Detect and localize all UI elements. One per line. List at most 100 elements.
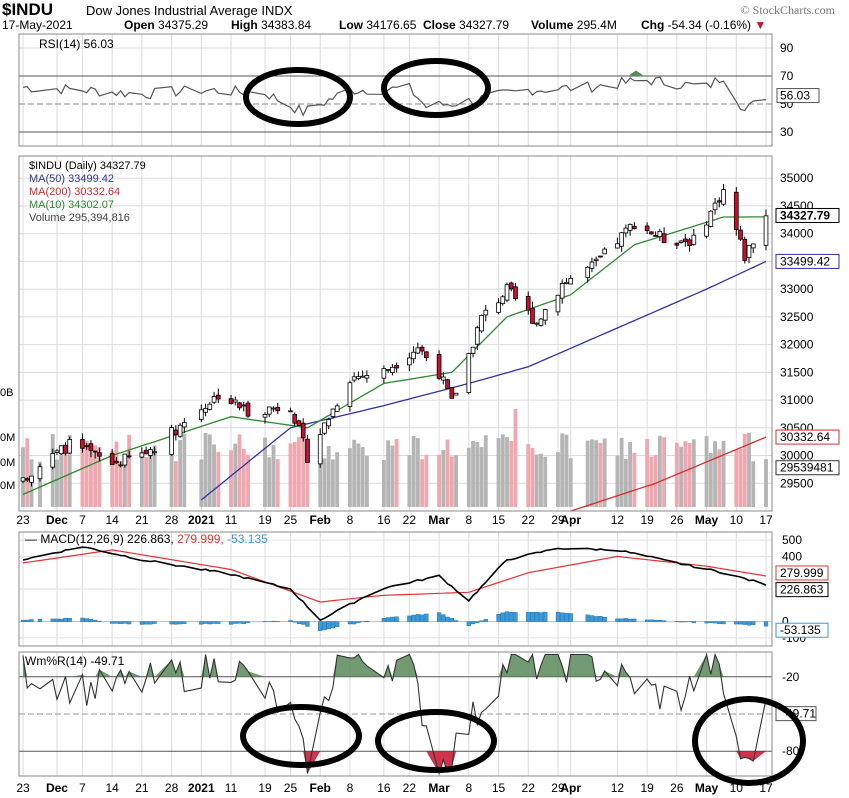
volume-bar — [93, 445, 98, 507]
macd-hist-bar — [615, 618, 620, 622]
macd-hist-bar — [114, 621, 119, 624]
volume-bar — [483, 435, 488, 507]
macd-hist-bar — [152, 621, 157, 624]
x-tick-label-bottom: Apr — [560, 781, 581, 795]
volume-bar — [203, 433, 208, 507]
candle-down — [598, 255, 603, 258]
macd-hist-bar — [466, 621, 471, 627]
macd-hist-bar — [543, 611, 548, 622]
price-y-tick-label: 29500 — [780, 476, 814, 490]
candle-up — [415, 347, 421, 354]
volume-bar — [25, 438, 30, 507]
macd-hist-bar — [216, 621, 221, 624]
volume-bar — [114, 441, 119, 507]
candle-up — [619, 232, 624, 247]
price-y-tick-label: 31500 — [780, 365, 814, 379]
volume-bar — [59, 452, 64, 507]
rsi-legend: RSI(14) 56.03 — [39, 37, 114, 51]
candle-up — [627, 223, 633, 231]
macd-hist-bar — [657, 620, 662, 622]
candle-up — [657, 230, 663, 238]
volume-bar — [356, 443, 361, 507]
candle-down — [292, 414, 298, 424]
macd-hist-bar — [509, 612, 514, 622]
macd-hist-bar — [93, 619, 98, 622]
candle-up — [317, 434, 323, 465]
price-label-box — [775, 429, 840, 445]
annotation-circle — [692, 696, 806, 786]
candle-up — [559, 283, 565, 299]
volume-bar — [564, 434, 569, 507]
x-tick-label-bottom: Mar — [428, 781, 450, 795]
x-tick-label-bottom: 15 — [492, 781, 506, 795]
macd-hist-bar — [555, 611, 561, 622]
rsi-value-label: 56.03 — [780, 89, 810, 103]
stockcharts-logo[interactable]: © StockCharts.com — [740, 3, 835, 17]
macd-hist-bar — [237, 621, 242, 624]
volume-bar — [734, 449, 739, 507]
macd-hist-bar — [305, 621, 310, 627]
x-tick-label-bottom: 11 — [225, 781, 238, 795]
macd-hist-bar — [441, 614, 446, 622]
volume-bar — [691, 439, 696, 507]
candle-up — [211, 396, 217, 403]
candle-down — [419, 346, 425, 352]
x-tick-label-mid: 23 — [16, 513, 30, 527]
volume-bar — [246, 454, 250, 507]
volume-bar — [267, 457, 272, 507]
macd-hist-bar — [564, 613, 569, 622]
x-tick-label-bottom: 25 — [284, 781, 298, 795]
candle-down — [653, 235, 658, 237]
candle-down — [394, 365, 399, 369]
macd-hist-bar — [245, 621, 251, 623]
macd-hist-bar — [144, 621, 149, 625]
x-tick-label-bottom: May — [695, 781, 719, 795]
volume-bar — [139, 451, 144, 507]
macd-hist-bar — [436, 612, 442, 622]
candle-up — [67, 439, 73, 454]
macd-hist-bar — [59, 618, 64, 622]
volume-bar — [381, 459, 386, 507]
macd-hist-bar — [25, 619, 30, 622]
panel-frames — [18, 33, 773, 777]
candle-up — [326, 418, 332, 427]
candle-up — [169, 427, 174, 455]
hand-drawn-circles — [240, 58, 806, 786]
macd-hist-bar — [415, 614, 420, 622]
macd-hist-bar — [623, 618, 629, 622]
volume-bar — [122, 456, 127, 507]
price-y-tick-label: 31000 — [780, 393, 814, 407]
volume-bar — [411, 435, 416, 507]
volume-bar — [717, 449, 722, 507]
volume-bar — [632, 452, 637, 507]
volume-bar — [441, 450, 446, 507]
candle-up — [322, 422, 327, 434]
volume-bar — [747, 432, 751, 507]
macd-hist-bar — [483, 619, 488, 622]
candle-down — [525, 296, 531, 311]
volume-axis-label: 0B — [0, 387, 13, 399]
candle-up — [152, 451, 157, 454]
volume-bar — [207, 434, 212, 507]
volume-bar — [322, 458, 327, 507]
candle-up — [470, 346, 476, 354]
macd-hist-bar — [318, 621, 323, 631]
volume-bar — [513, 409, 518, 507]
macd-hist-bar — [330, 621, 336, 629]
volume-bar — [437, 454, 441, 507]
volume-bar — [590, 439, 594, 507]
candle-down — [424, 351, 429, 359]
macd-hist-bar — [500, 612, 505, 622]
candle-down — [513, 286, 518, 300]
volume-bar — [394, 439, 399, 507]
candle-up — [139, 452, 145, 458]
x-tick-label-bottom: 8 — [465, 781, 472, 795]
macd-value-box — [775, 622, 829, 638]
macd-hist-bar — [199, 621, 204, 625]
macd-hist-bar — [717, 621, 722, 624]
rsi-value-box — [776, 88, 820, 104]
macd-hist-bar — [649, 619, 654, 622]
volume-bar — [50, 434, 55, 507]
macd-hist-bar — [386, 617, 391, 622]
macd-hist-bar — [530, 612, 535, 622]
